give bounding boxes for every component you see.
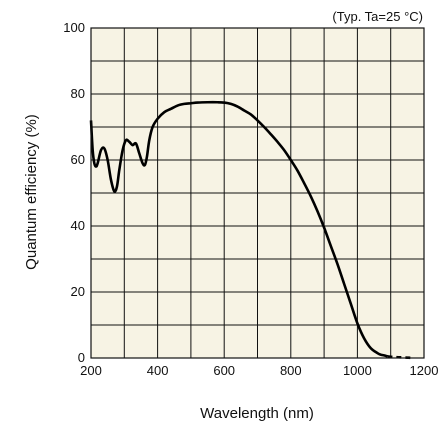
y-tick-label: 60 bbox=[71, 152, 85, 167]
y-tick-label: 20 bbox=[71, 284, 85, 299]
x-tick-label: 800 bbox=[280, 363, 302, 378]
tick-labels: 200 400 600 800 1000 1200 0 20 40 60 80 100 bbox=[63, 20, 438, 378]
y-tick-label: 0 bbox=[78, 350, 85, 365]
x-axis-title: Wavelength (nm) bbox=[200, 405, 314, 422]
conditions-annotation: (Typ. Ta=25 °C) bbox=[332, 9, 423, 24]
y-tick-label: 80 bbox=[71, 86, 85, 101]
x-tick-label: 200 bbox=[80, 363, 102, 378]
x-tick-label: 1000 bbox=[343, 363, 372, 378]
plot-area-frame bbox=[90, 27, 425, 359]
y-tick-label: 100 bbox=[63, 20, 85, 35]
y-axis-title: Quantum efficiency (%) bbox=[23, 114, 40, 270]
x-tick-label: 400 bbox=[147, 363, 169, 378]
x-tick-label: 600 bbox=[213, 363, 235, 378]
x-tick-label: 1200 bbox=[410, 363, 439, 378]
qe-curve-measured bbox=[89, 100, 388, 358]
y-tick-label: 40 bbox=[71, 218, 85, 233]
